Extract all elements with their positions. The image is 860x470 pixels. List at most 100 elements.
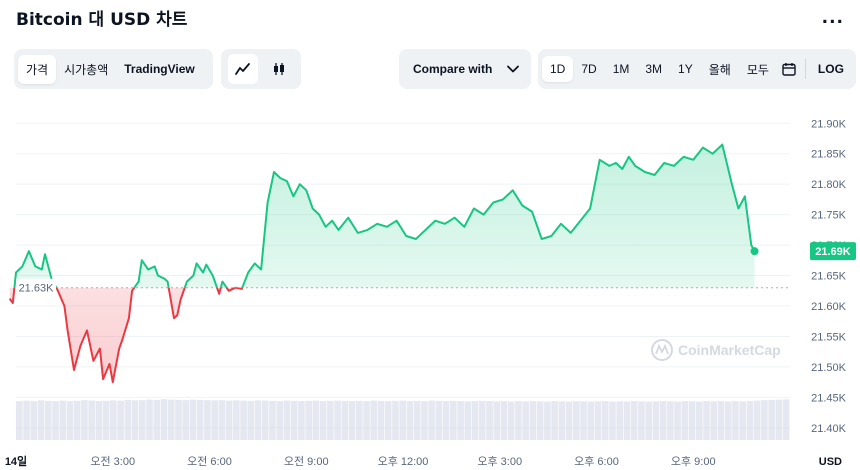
volume-bar xyxy=(457,401,464,440)
volume-bar xyxy=(370,400,378,440)
volume-bar xyxy=(327,400,334,440)
log-scale-toggle[interactable]: LOG xyxy=(817,62,844,76)
volume-bar xyxy=(298,401,305,440)
volume-bar xyxy=(703,401,710,440)
price-chart[interactable]: 21.40K 21.45K 21.50K 21.55K 21.60K 21.65K 21.7… xyxy=(0,100,860,470)
line-chart-icon[interactable] xyxy=(228,54,258,84)
tab-tradingview[interactable]: TradingView xyxy=(124,62,195,76)
x-tick-label: 오후 6:00 xyxy=(574,455,619,468)
watermark-text: CoinMarketCap xyxy=(678,342,781,358)
volume-bar xyxy=(66,401,74,440)
range-7d[interactable]: 7D xyxy=(581,62,597,76)
volume-bar xyxy=(348,401,356,440)
divider xyxy=(804,59,806,79)
volume-bar xyxy=(768,399,775,440)
volume-bar xyxy=(507,401,515,440)
more-options-button[interactable]: ... xyxy=(821,8,844,28)
area-above-baseline xyxy=(9,144,755,288)
volume-bar xyxy=(102,400,110,440)
volume-bar xyxy=(52,401,59,440)
volume-bar xyxy=(478,400,486,440)
tab-price[interactable]: 가격 xyxy=(18,54,57,84)
tab-market-cap[interactable]: 시가총액 xyxy=(64,62,109,77)
volume-bar xyxy=(659,401,667,440)
x-tick-label: 오후 3:00 xyxy=(477,455,522,468)
volume-bar xyxy=(182,400,190,440)
volume-bar xyxy=(261,400,269,440)
volume-bar xyxy=(536,401,544,440)
volume-bar xyxy=(225,400,233,440)
volume-bar xyxy=(73,400,81,440)
volume-bar xyxy=(355,400,363,440)
volume-bar xyxy=(688,401,696,440)
volume-bar xyxy=(442,401,450,440)
volume-bar xyxy=(594,401,602,440)
volume-bar xyxy=(753,400,761,440)
volume-bar xyxy=(124,399,132,440)
volume-bar xyxy=(739,401,746,440)
price-line-up xyxy=(13,143,756,288)
chart-style-group xyxy=(221,49,301,89)
x-tick-label: 오후 12:00 xyxy=(378,455,429,468)
candlestick-icon[interactable] xyxy=(264,54,294,84)
last-price-tag xyxy=(810,242,856,261)
volume-bar xyxy=(23,400,30,440)
x-tick-label: 오전 3:00 xyxy=(90,455,135,468)
volume-bar xyxy=(175,399,182,440)
volume-bar xyxy=(16,401,23,440)
volume-bar xyxy=(572,401,580,440)
volume-bar xyxy=(59,400,67,440)
volume-bar xyxy=(160,399,168,440)
volume-bar xyxy=(211,400,218,440)
volume-bar xyxy=(645,401,652,440)
volume-bar xyxy=(551,401,558,440)
volume-bar xyxy=(218,400,226,440)
y-tick-label: 21.50K xyxy=(811,362,847,374)
volume-bar xyxy=(638,401,645,440)
volume-bar xyxy=(117,400,124,440)
range-ytd[interactable]: 올해 xyxy=(708,62,731,77)
range-3m[interactable]: 3M xyxy=(645,62,663,76)
volume-bar xyxy=(500,401,508,440)
y-tick-label: 21.90K xyxy=(811,118,847,130)
volume-bar xyxy=(623,401,631,440)
volume-bar xyxy=(421,401,428,440)
range-1y[interactable]: 1Y xyxy=(678,62,693,76)
volume-bar xyxy=(695,401,703,440)
volume-bar xyxy=(616,401,624,440)
chevron-down-icon xyxy=(507,65,519,73)
volume-bar xyxy=(486,401,493,440)
volume-bar xyxy=(319,401,327,440)
volume-bar xyxy=(587,401,595,440)
price-line-down xyxy=(8,287,244,384)
range-1d[interactable]: 1D xyxy=(542,56,574,82)
coinmarketcap-logo-icon xyxy=(651,339,673,361)
volume-bar xyxy=(334,400,341,440)
volume-bar xyxy=(609,401,616,440)
volume-bar xyxy=(283,400,291,440)
volume-bar xyxy=(247,400,255,440)
volume-bar xyxy=(204,400,211,440)
volume-bar xyxy=(377,400,385,440)
volume-bar xyxy=(254,400,262,440)
volume-bar xyxy=(630,401,638,440)
volume-bar xyxy=(399,400,407,440)
last-price-dot xyxy=(750,247,759,256)
range-all[interactable]: 모두 xyxy=(746,62,769,77)
compare-with-dropdown[interactable]: Compare with xyxy=(399,49,531,89)
volume-bar xyxy=(341,400,349,440)
range-1m[interactable]: 1M xyxy=(612,62,630,76)
volume-bar xyxy=(565,401,573,440)
baseline-label: 21.63K xyxy=(19,283,55,295)
range-tab-group: 1D 7D 1M 3M 1Y 올해 모두 LOG xyxy=(538,49,856,89)
volume-bar xyxy=(110,400,117,440)
calendar-icon[interactable] xyxy=(777,54,801,84)
compare-with-label: Compare with xyxy=(413,62,493,76)
volume-bar xyxy=(450,400,457,440)
baseline-label-bg xyxy=(16,278,56,296)
volume-bar xyxy=(290,400,298,440)
x-tick-label: 오후 9:00 xyxy=(671,455,716,468)
volume-bar xyxy=(493,401,501,440)
volume-bar xyxy=(233,400,240,440)
volume-bar xyxy=(138,400,146,440)
